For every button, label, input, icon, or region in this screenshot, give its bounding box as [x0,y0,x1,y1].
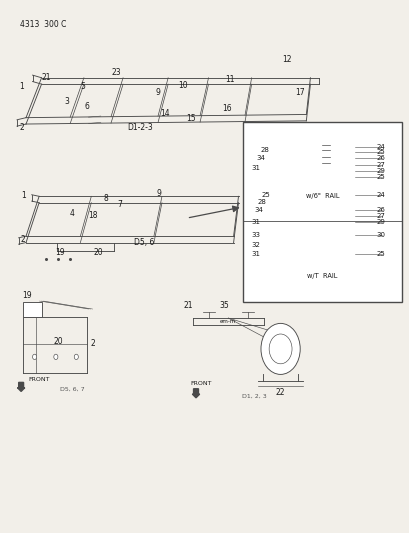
Text: 8: 8 [103,195,108,204]
Text: 29: 29 [376,168,385,174]
Text: 35: 35 [219,301,229,310]
Text: 10: 10 [177,80,187,90]
Text: em-m: em-m [220,319,236,324]
Text: 18: 18 [88,211,97,220]
Text: w/6"  RAIL: w/6" RAIL [305,193,339,199]
Text: 32: 32 [251,242,260,248]
Text: 34: 34 [254,207,263,213]
Bar [23,302,41,317]
Text: 28: 28 [257,199,266,205]
Text: 19: 19 [22,291,32,300]
Text: 11: 11 [224,75,234,84]
Text: 5: 5 [80,82,85,91]
Text: D1-2-3: D1-2-3 [127,123,153,132]
Text: 23: 23 [111,69,120,77]
Text: 16: 16 [222,104,232,113]
Text: 28: 28 [259,147,268,154]
Text: 2: 2 [20,123,24,132]
Text: 33: 33 [251,232,260,238]
Circle shape [261,324,299,374]
Circle shape [268,334,291,364]
Text: 1: 1 [20,82,24,91]
Circle shape [74,354,78,360]
Text: 27: 27 [376,213,385,219]
Text: 4: 4 [70,209,74,219]
Circle shape [32,354,36,360]
Text: 9: 9 [155,88,160,97]
Text: 4313  300 C: 4313 300 C [20,20,67,29]
Text: 31: 31 [251,165,260,171]
Text: 19: 19 [55,248,65,257]
Text: 24: 24 [376,192,385,198]
Text: 26: 26 [376,207,385,213]
Text: FRONT: FRONT [28,377,49,382]
Text: 1: 1 [21,191,25,200]
Circle shape [54,354,58,360]
Text: 2: 2 [21,235,25,244]
Text: D5, 6, 7: D5, 6, 7 [60,386,84,391]
Text: 27: 27 [376,161,385,168]
Text: 24: 24 [376,144,385,150]
FancyArrow shape [18,382,25,391]
Text: 29: 29 [376,219,385,224]
Text: 22: 22 [275,388,285,397]
Text: 21: 21 [184,301,193,310]
Text: 14: 14 [160,109,169,118]
Text: 25: 25 [376,174,385,180]
Text: 2: 2 [90,339,95,348]
Text: 25: 25 [376,149,385,155]
Text: 17: 17 [294,88,304,97]
Text: 25: 25 [376,251,385,257]
Text: 6: 6 [85,102,90,111]
Text: 31: 31 [251,251,260,257]
Text: 3: 3 [64,96,69,106]
Text: 26: 26 [376,156,385,161]
Text: 20: 20 [53,337,63,346]
Text: 21: 21 [42,72,51,82]
Text: 30: 30 [376,232,385,238]
Text: D5, 6: D5, 6 [134,238,154,247]
Text: 25: 25 [261,192,270,198]
Bar [243,123,401,302]
Text: 9: 9 [156,189,161,198]
Text: 15: 15 [185,114,195,123]
Text: w/T  RAIL: w/T RAIL [307,273,337,279]
Text: 34: 34 [256,156,264,161]
Text: D1, 2, 3: D1, 2, 3 [241,394,266,399]
Text: 20: 20 [93,248,103,257]
Text: FRONT: FRONT [190,381,211,386]
Text: 12: 12 [281,55,291,63]
Text: 7: 7 [117,200,122,209]
Text: 31: 31 [251,219,260,224]
FancyArrow shape [192,389,199,398]
